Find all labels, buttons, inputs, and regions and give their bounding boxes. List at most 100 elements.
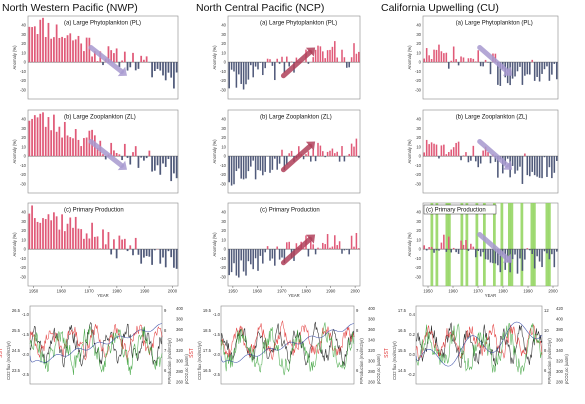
anomaly-bar <box>28 26 31 63</box>
timeseries-frame <box>220 305 355 385</box>
left-axis-title-sst: SST <box>0 348 4 358</box>
anomaly-bar <box>132 52 134 63</box>
x-tick-label: 1990 <box>523 289 533 294</box>
right-tick-pco2: 340 <box>368 338 376 343</box>
y-axis-label: Anomaly (%) <box>212 232 217 257</box>
anomaly-bar <box>355 53 358 63</box>
anomaly-bar <box>140 156 143 158</box>
el-nino-band <box>520 203 524 286</box>
anomaly-bar <box>445 249 448 252</box>
x-tick-label: 1960 <box>57 289 67 294</box>
anomaly-bar <box>312 244 314 250</box>
anomaly-bar <box>538 62 541 82</box>
anomaly-bar <box>341 49 343 63</box>
anomaly-bar <box>123 238 126 250</box>
anomaly-bar <box>250 156 252 167</box>
anomaly-bar <box>489 156 492 164</box>
el-nino-band <box>435 203 439 286</box>
right-tick-pp: 7 <box>356 348 359 353</box>
anomaly-bar <box>167 156 170 160</box>
anomaly-bar <box>269 59 271 63</box>
y-tick-label: -10 <box>20 163 27 168</box>
anomaly-bar <box>474 156 477 162</box>
anomaly-bar <box>528 249 531 251</box>
anomaly-bar <box>528 62 531 75</box>
right-tick-pco2: 280 <box>368 369 376 374</box>
anomaly-bar <box>336 245 338 250</box>
anomaly-bar <box>118 62 121 67</box>
el-nino-band <box>545 203 549 286</box>
anomaly-bar <box>91 56 93 63</box>
anomaly-bar <box>230 249 233 273</box>
anomaly-bar <box>173 62 175 89</box>
anomaly-bar <box>283 249 286 263</box>
anomaly-bar <box>148 150 151 157</box>
el-nino-band <box>430 203 434 286</box>
panel-label-box <box>452 112 537 121</box>
anomaly-bar <box>36 117 39 157</box>
y-tick-label: -10 <box>20 256 27 261</box>
series-line-co2 <box>415 322 543 368</box>
panel-label-box <box>61 205 133 214</box>
trend-arrow-head <box>117 66 127 77</box>
anomaly-bar <box>430 59 433 63</box>
anomaly-bar <box>541 62 543 74</box>
anomaly-bar <box>336 151 338 157</box>
anomaly-bar <box>175 249 178 269</box>
y-tick-label: 40 <box>416 210 421 215</box>
anomaly-bar <box>96 236 99 250</box>
anomaly-bar <box>235 156 238 172</box>
el-nino-band <box>548 203 551 286</box>
anomaly-bar <box>428 55 430 63</box>
right-tick-pco2: 340 <box>556 348 564 353</box>
right-tick-pp: 9 <box>164 308 167 313</box>
left-tick-co2: -1.5 <box>213 332 221 337</box>
series-line-pp <box>29 325 163 376</box>
anomaly-bar <box>159 62 162 71</box>
anomaly-bar <box>455 142 457 157</box>
anomaly-bar <box>341 249 343 254</box>
anomaly-bar <box>58 37 61 63</box>
anomaly-bar <box>358 51 360 63</box>
panel-label: (c) Primary Production <box>426 208 486 214</box>
anomaly-bar <box>531 59 534 63</box>
anomaly-bar <box>346 62 348 68</box>
anomaly-bar <box>324 244 326 250</box>
anomaly-bar <box>164 62 167 81</box>
el-nino-band <box>483 203 486 286</box>
panel-label: (b) Large Zooplankton (ZL) <box>260 115 332 121</box>
anomaly-bar <box>312 57 314 63</box>
anomaly-bar <box>452 247 455 250</box>
anomaly-bar <box>85 233 88 250</box>
anomaly-bar <box>110 50 113 63</box>
anomaly-bar <box>440 145 443 157</box>
anomaly-bar <box>170 249 173 258</box>
anomaly-bar <box>460 156 462 161</box>
anomaly-bar <box>238 156 240 169</box>
y-tick-label: -20 <box>415 172 422 177</box>
series-line-pp <box>415 323 543 375</box>
y-tick-label: -10 <box>415 69 422 74</box>
anomaly-bar <box>541 156 543 179</box>
x-tick-label: 1980 <box>498 289 508 294</box>
anomaly-bar <box>546 62 548 67</box>
left-tick-co2: -0.2 <box>408 372 416 377</box>
anomaly-bar <box>494 249 497 264</box>
anomaly-bar <box>39 113 42 157</box>
panel-nwp-2: 40 30 20 10 0 -10 -20 -30 Anomaly (%) (b) Large Z… <box>12 109 179 194</box>
trend-arrow-head <box>305 141 316 151</box>
anomaly-bar <box>164 249 167 268</box>
anomaly-bar <box>276 246 278 250</box>
anomaly-bar <box>162 156 164 164</box>
x-tick-label: 2000 <box>350 289 360 294</box>
y-tick-label: 10 <box>21 237 26 242</box>
anomaly-bar <box>504 156 507 165</box>
y-tick-label: 0 <box>419 154 422 159</box>
anomaly-bar <box>302 248 305 250</box>
anomaly-bar <box>524 62 526 76</box>
anomaly-bar <box>536 62 538 77</box>
y-tick-label: 20 <box>221 41 226 46</box>
anomaly-bar <box>457 62 460 66</box>
anomaly-bar <box>302 156 305 160</box>
